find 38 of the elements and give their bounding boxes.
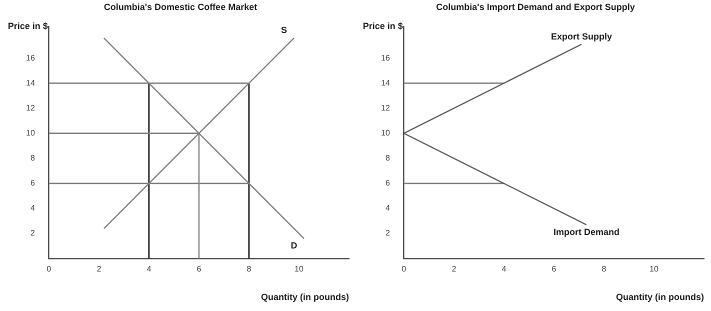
x-tick-label: 10 bbox=[294, 264, 304, 274]
y-tick-label: 6 bbox=[30, 178, 36, 188]
y-tick-label: 2 bbox=[385, 228, 390, 238]
x-tick-label: 4 bbox=[502, 264, 507, 274]
y-tick-label: 2 bbox=[30, 228, 36, 238]
series-label: S bbox=[280, 25, 287, 36]
y-tick-label: 14 bbox=[380, 78, 390, 88]
x-tick-label: 8 bbox=[602, 264, 607, 274]
chart-title: Columbia's Import Demand and Export Supply bbox=[436, 2, 635, 12]
x-tick-label: 10 bbox=[650, 264, 659, 274]
y-tick-label: 4 bbox=[385, 204, 390, 213]
x-tick-label: 0 bbox=[402, 264, 407, 274]
x-tick-label: 6 bbox=[552, 264, 557, 274]
y-axis-title: Price in $ bbox=[362, 20, 403, 31]
y-tick-label: 12 bbox=[380, 103, 390, 112]
x-tick-label: 6 bbox=[196, 264, 202, 274]
y-tick-label: 16 bbox=[26, 53, 36, 62]
y-tick-label: 8 bbox=[30, 154, 36, 163]
y-axis-title: Price in $ bbox=[8, 20, 48, 31]
x-tick-label: 2 bbox=[96, 264, 102, 274]
y-tick-label: 10 bbox=[26, 128, 36, 138]
x-axis-title: Quantity (in pounds) bbox=[261, 292, 349, 302]
chart-title: Columbia's Domestic Coffee Market bbox=[104, 2, 258, 12]
x-tick-label: 4 bbox=[146, 264, 152, 274]
x-axis-title: Quantity (in pounds) bbox=[616, 292, 704, 302]
y-tick-label: 12 bbox=[26, 103, 36, 112]
y-tick-label: 6 bbox=[385, 178, 390, 188]
x-tick-label: 0 bbox=[46, 264, 52, 274]
series-label: Export Supply bbox=[550, 31, 612, 42]
y-tick-label: 10 bbox=[380, 128, 390, 138]
x-tick-label: 8 bbox=[246, 264, 252, 274]
x-tick-label: 2 bbox=[452, 264, 457, 274]
y-tick-label: 8 bbox=[385, 154, 390, 163]
series-label: Import Demand bbox=[553, 226, 620, 237]
y-tick-label: 4 bbox=[30, 204, 36, 213]
series-label: D bbox=[290, 240, 298, 251]
y-tick-label: 14 bbox=[26, 78, 36, 88]
y-tick-label: 16 bbox=[380, 53, 390, 62]
